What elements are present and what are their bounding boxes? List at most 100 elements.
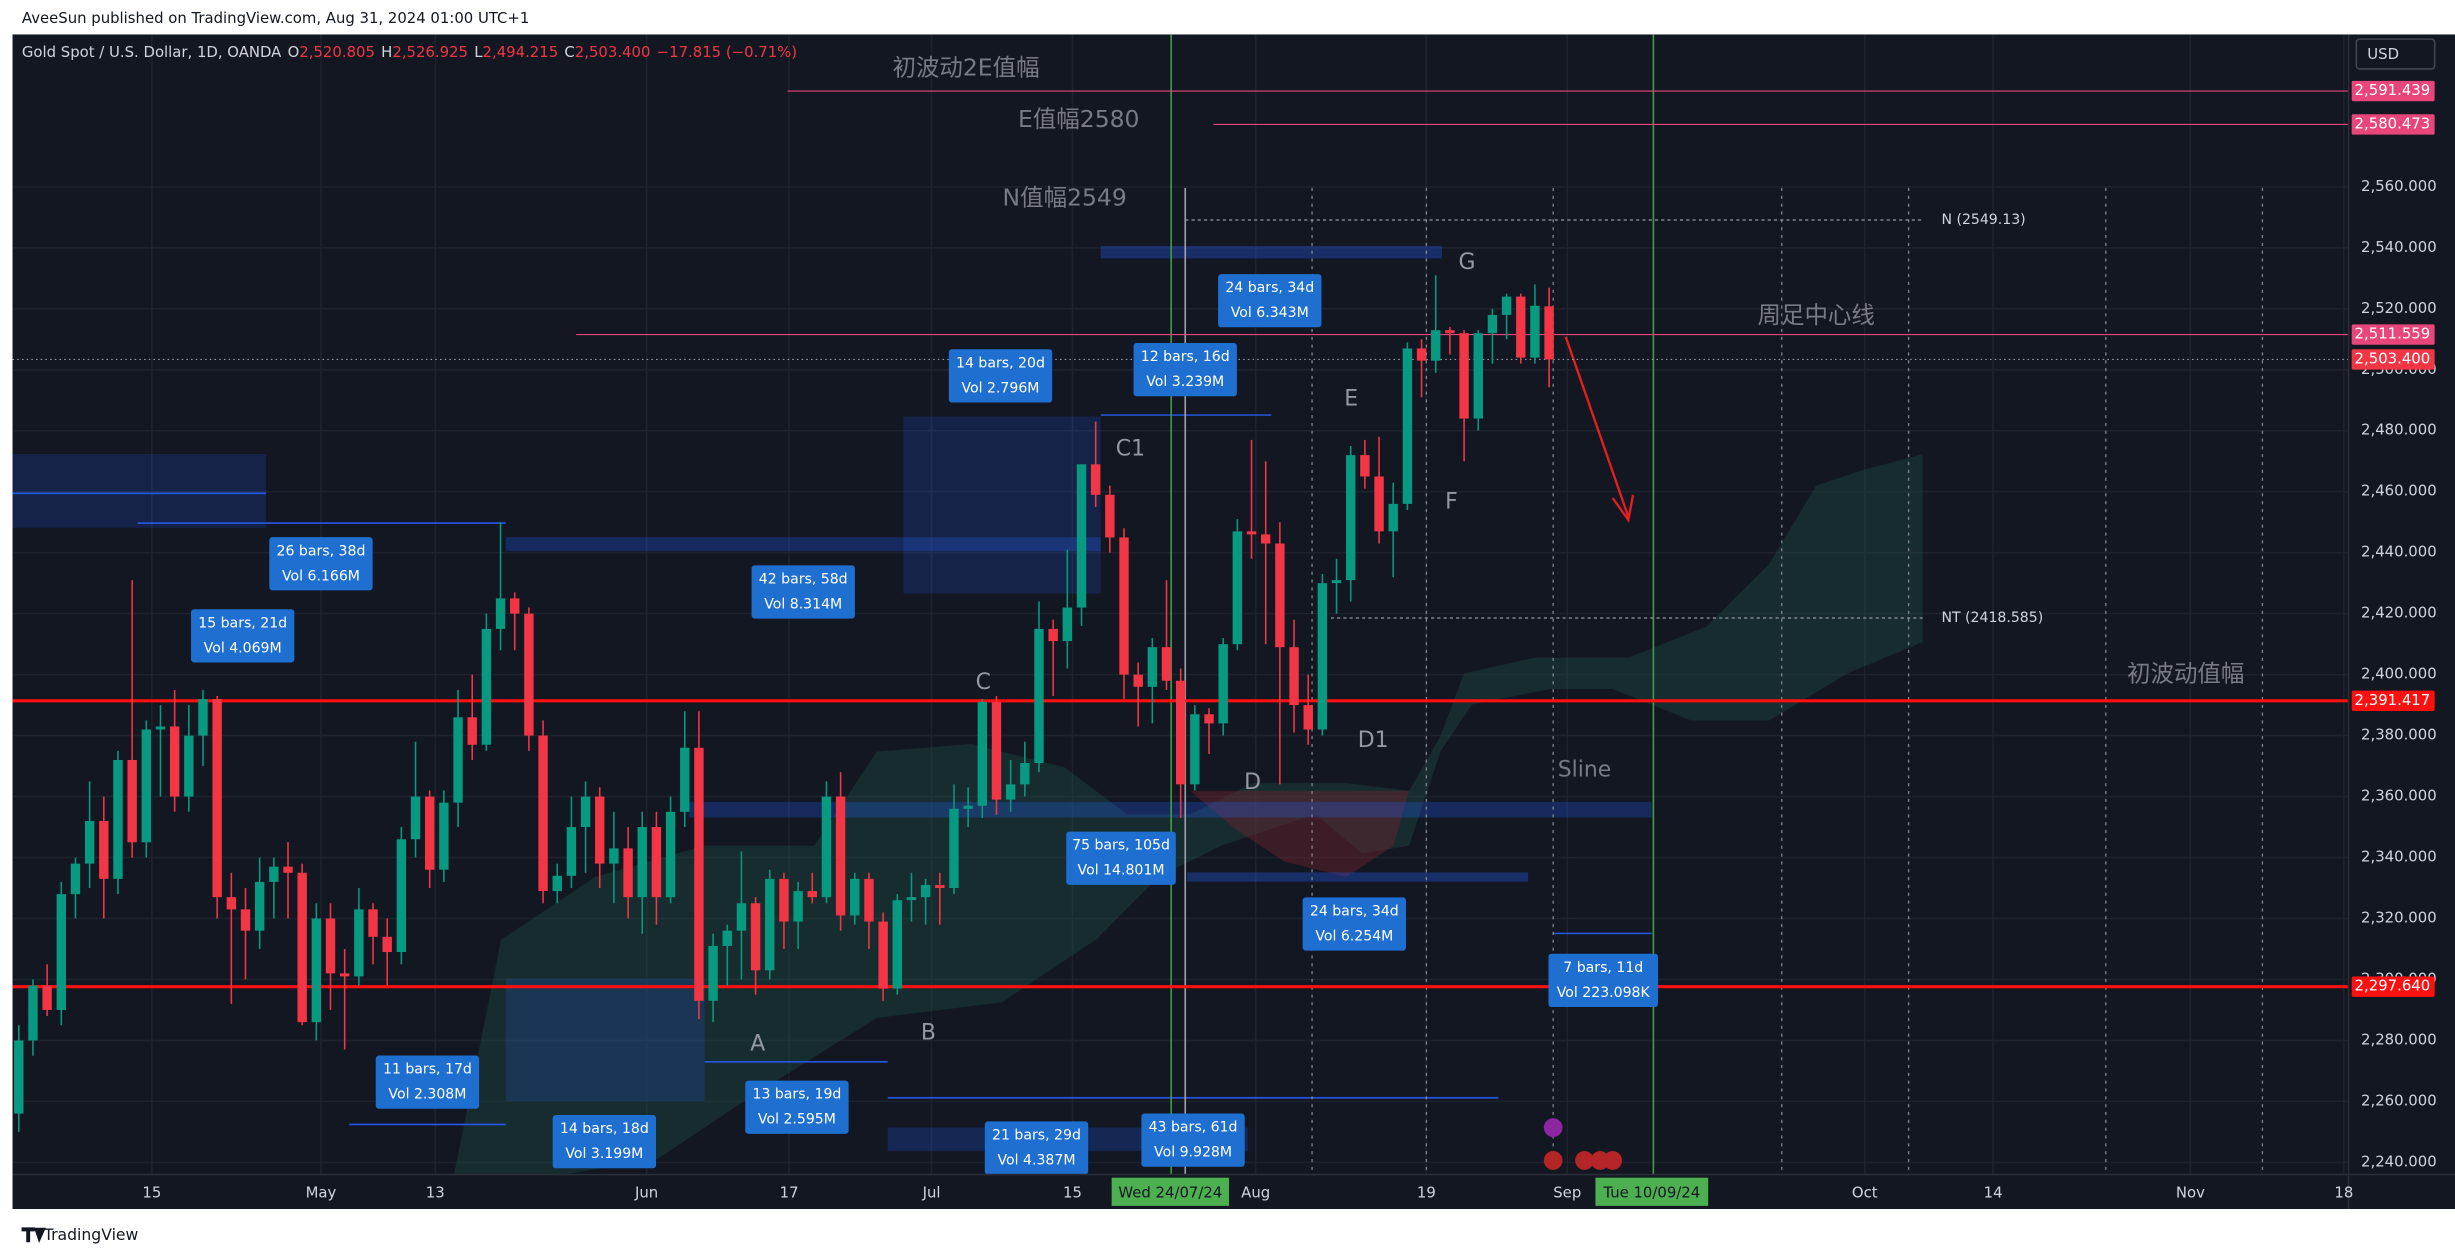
ohlc-key: H — [381, 43, 392, 61]
ohlc-key: C — [564, 43, 574, 61]
x-tick-label: Jun — [634, 1183, 658, 1201]
measure-vol: Vol 8.314M — [764, 597, 842, 613]
candle-body — [141, 729, 152, 843]
y-tick-label: 2,400.000 — [2361, 665, 2437, 683]
measure-box — [191, 609, 295, 663]
candle-body — [325, 918, 336, 974]
range-bar — [688, 801, 1652, 818]
price-label: 2,503.400 — [2355, 349, 2431, 367]
candle-body — [991, 702, 1002, 800]
measure-box — [1141, 1113, 1245, 1167]
candle-body — [113, 759, 123, 879]
event-icon — [1543, 1151, 1563, 1170]
y-tick-label: 2,240.000 — [2361, 1152, 2437, 1170]
candle-body — [580, 796, 591, 828]
measure-bars: 14 bars, 20d — [956, 355, 1045, 371]
candle-body — [524, 613, 534, 736]
candle-body — [892, 900, 902, 989]
measure-box — [1548, 953, 1659, 1007]
y-tick-label: 2,280.000 — [2361, 1030, 2437, 1048]
candle-body — [1048, 628, 1058, 642]
currency: USD — [2367, 45, 2399, 63]
candle-body — [1487, 314, 1498, 334]
price-label-bg — [2351, 349, 2435, 370]
candle-body — [1346, 455, 1356, 581]
note: 初波动2E值幅 — [892, 53, 1039, 81]
candle-body — [736, 903, 747, 931]
date-marker: Wed 24/07/24 — [1118, 1183, 1222, 1201]
y-tick-label: 2,380.000 — [2361, 726, 2437, 744]
measure-box — [1302, 897, 1406, 951]
candle-body — [70, 863, 81, 895]
measure-bars: 43 bars, 61d — [1149, 1120, 1238, 1136]
price-label: 2,297.640 — [2355, 977, 2431, 995]
x-tick-label: Aug — [1241, 1183, 1270, 1201]
candle-body — [1544, 306, 1554, 360]
wave-label: G — [1459, 250, 1476, 275]
candle-body — [651, 827, 662, 898]
candle-body — [510, 598, 520, 614]
y-tick-label: 2,520.000 — [2361, 299, 2437, 317]
y-tick-label: 2,420.000 — [2361, 604, 2437, 622]
candle-body — [1431, 330, 1441, 361]
forecast-arrow — [1564, 336, 1635, 523]
candle-body — [1105, 494, 1115, 538]
candle-body — [878, 921, 888, 989]
candle-body — [254, 881, 265, 931]
price-label-bg — [2351, 114, 2435, 135]
candle-body — [552, 875, 562, 892]
measure-bars: 13 bars, 19d — [752, 1087, 841, 1103]
candle-body — [1005, 784, 1016, 800]
measure-vol: Vol 223.098K — [1557, 985, 1651, 1001]
candle-body — [127, 759, 137, 843]
candle-body — [963, 805, 973, 809]
candle-body — [1147, 647, 1158, 687]
change: −17.815 (−0.71%) — [657, 43, 797, 61]
candle-body — [1388, 503, 1398, 532]
candle-body — [198, 699, 208, 736]
candle-body — [425, 796, 435, 870]
range-bar — [1186, 872, 1529, 882]
note: Sline — [1558, 758, 1611, 783]
event-icon — [1543, 1118, 1563, 1137]
target-label: N (2549.13) — [1941, 212, 2025, 228]
candle-body — [750, 903, 761, 971]
price-label: 2,580.473 — [2355, 114, 2431, 132]
candle-body — [269, 866, 279, 882]
candle-body — [637, 827, 647, 898]
candle-body — [1020, 763, 1030, 785]
candle-body — [1459, 333, 1469, 419]
candle-body — [765, 878, 775, 971]
candle-body — [1034, 628, 1044, 764]
range-bar — [505, 537, 1101, 552]
candle-body — [1119, 537, 1129, 675]
ohlc-key: L — [474, 43, 483, 61]
event-icon — [1603, 1151, 1623, 1170]
y-tick-label: 2,260.000 — [2361, 1091, 2437, 1109]
measure-vol: Vol 9.928M — [1154, 1145, 1232, 1161]
candle-body — [694, 747, 704, 1001]
candle-body — [920, 884, 931, 898]
candle-body — [977, 702, 988, 806]
measure-vol: Vol 4.069M — [204, 640, 282, 656]
wave-label: C1 — [1116, 436, 1145, 461]
candle-body — [1303, 705, 1313, 730]
candle-body — [84, 820, 95, 864]
measure-vol: Vol 6.254M — [1315, 929, 1393, 945]
x-tick-label: Nov — [2176, 1183, 2205, 1201]
x-tick-label: Jul — [922, 1183, 941, 1201]
price-label-bg — [2351, 976, 2435, 997]
measure-bars: 42 bars, 58d — [759, 571, 848, 587]
candle-body — [396, 839, 407, 953]
note: 初波动值幅 — [2127, 659, 2244, 687]
candle-body — [495, 598, 506, 629]
ohlc-value: 2,520.805 — [299, 43, 375, 61]
x-tick-label: 15 — [142, 1183, 161, 1201]
symbol: Gold Spot / U.S. Dollar, 1D, OANDA — [22, 43, 282, 61]
measure-bars: 24 bars, 34d — [1310, 903, 1399, 919]
candle-body — [1416, 348, 1427, 361]
measure-bars: 12 bars, 16d — [1141, 349, 1230, 365]
ohlc-value: 2,526.925 — [392, 43, 468, 61]
cloud — [454, 454, 1923, 1175]
candle-body — [184, 735, 194, 797]
